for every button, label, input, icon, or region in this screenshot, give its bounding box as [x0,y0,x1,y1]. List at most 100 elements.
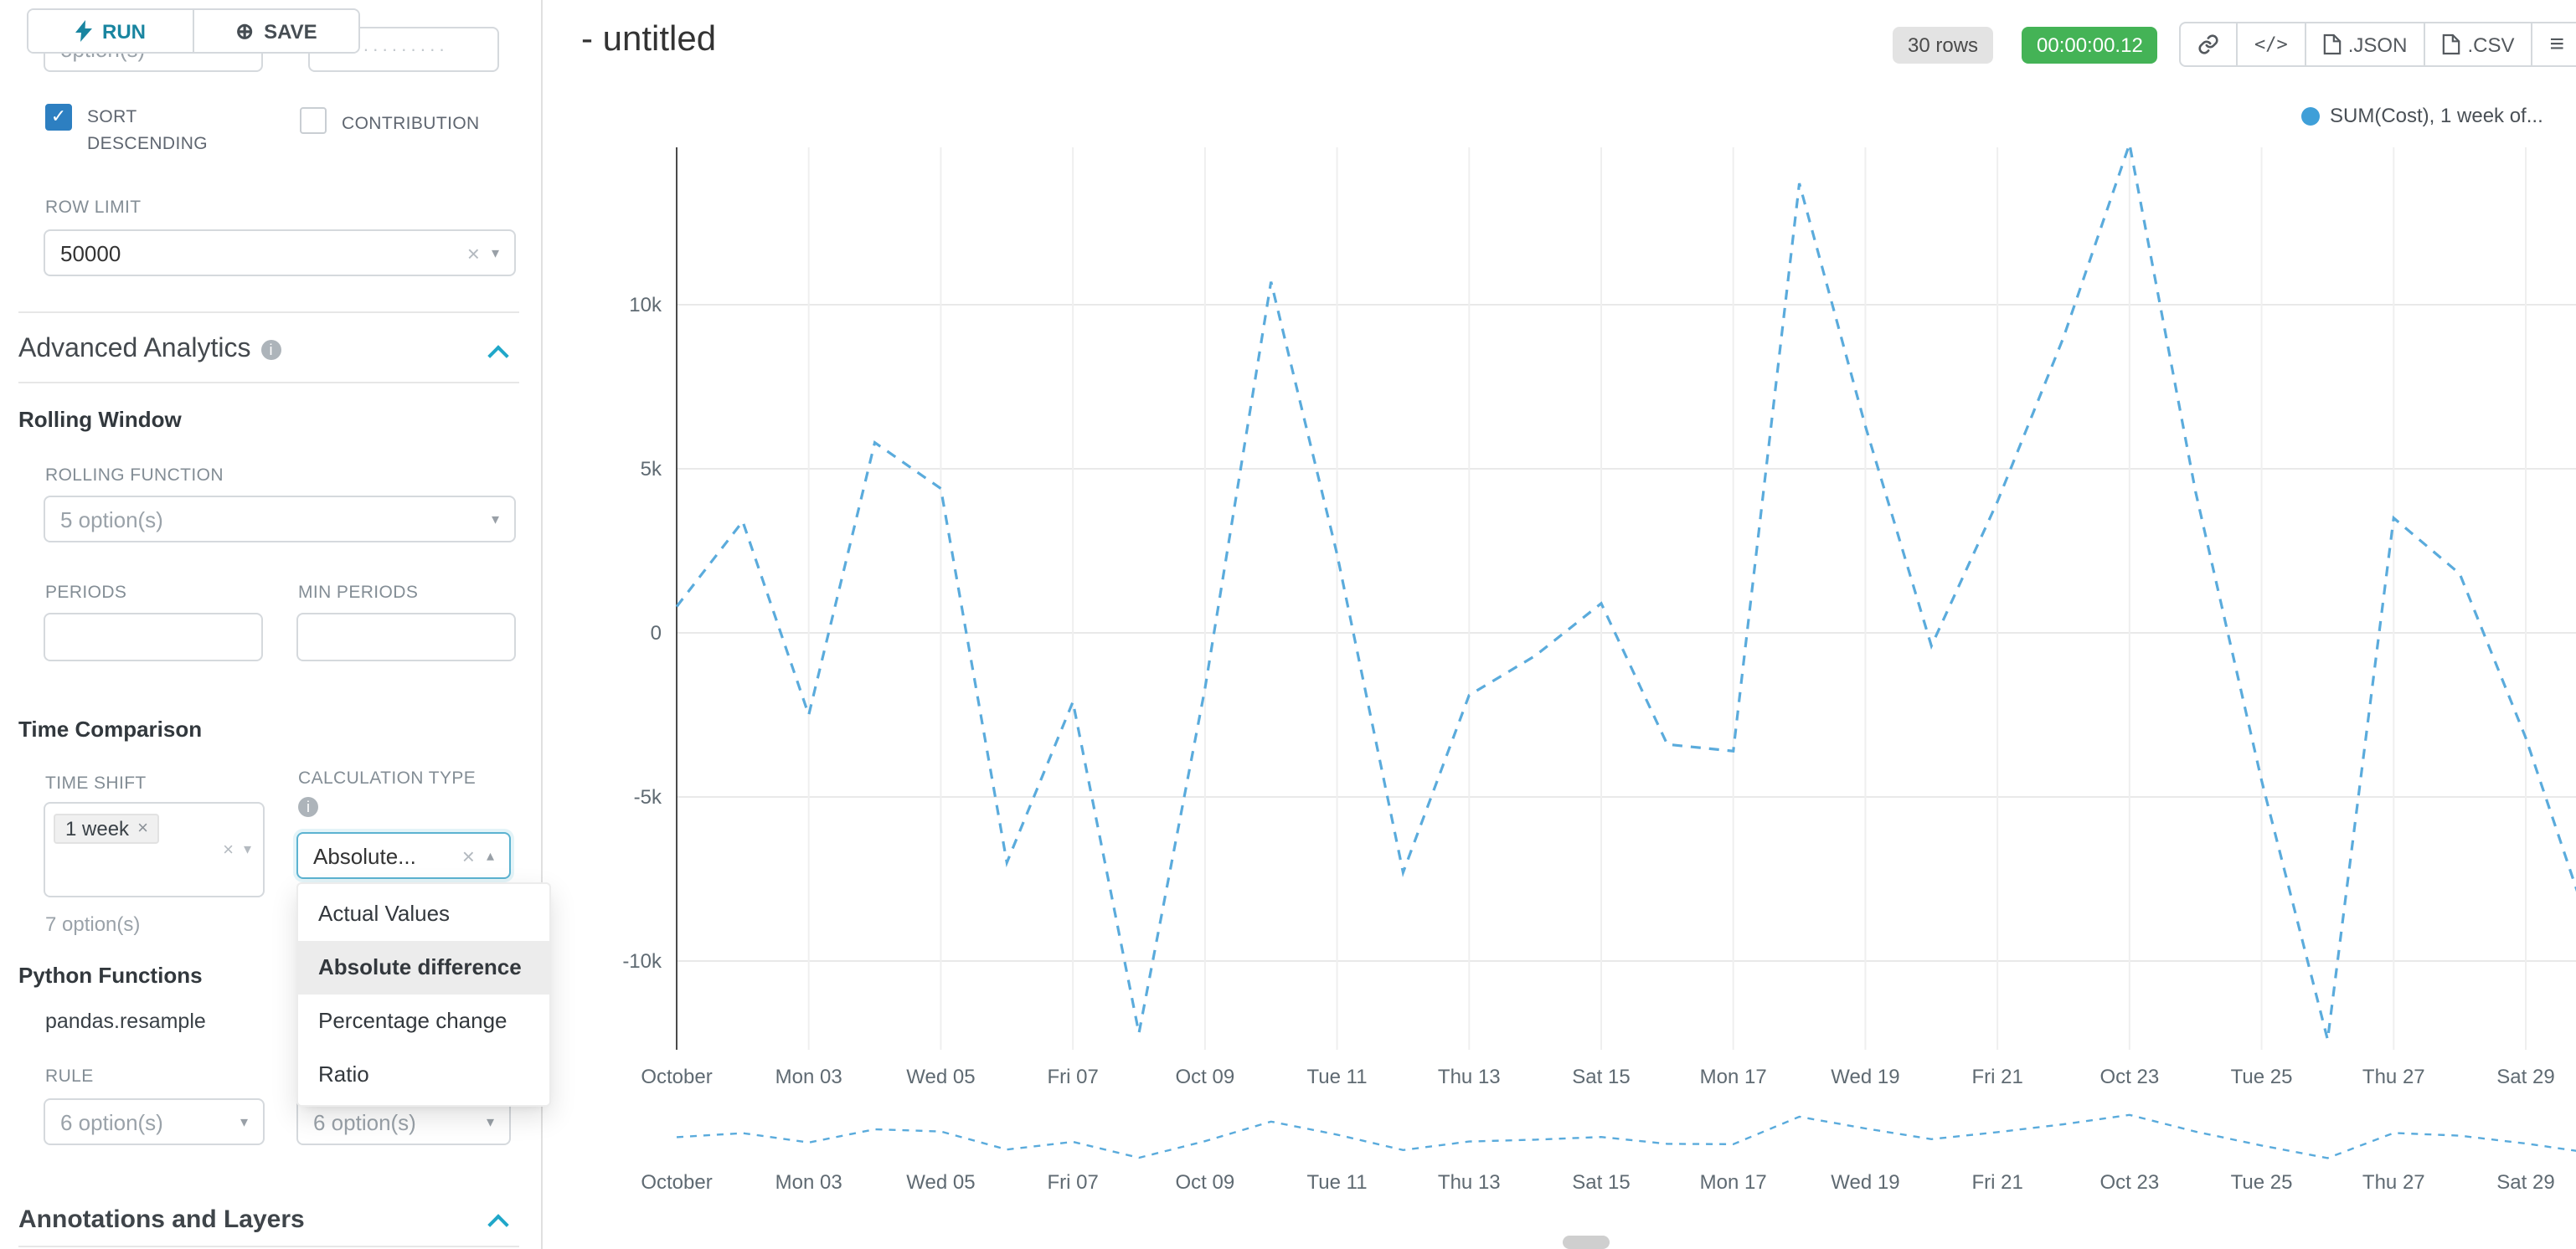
svg-text:Oct 09: Oct 09 [1176,1066,1235,1088]
time-shift-tag: 1 week × [54,814,160,844]
share-link-button[interactable] [2179,22,2238,67]
chevron-down-icon[interactable]: ▾ [491,510,499,527]
advanced-analytics-header[interactable]: Advanced Analytics i [18,335,281,365]
file-icon [2323,33,2342,55]
remove-tag-icon[interactable]: × [137,818,148,838]
periods-input[interactable] [44,613,263,661]
chevron-down-icon[interactable]: ▾ [486,1113,494,1129]
time-shift-label: TIME SHIFT [45,774,147,794]
chevron-down-icon[interactable]: ▾ [243,840,251,857]
mini-chart[interactable]: October Mon 03 Wed 05 Fri 07 Oct 09 Tue 11 Thu… [541,1102,2576,1199]
contribution-label: CONTRIBUTION [342,114,480,134]
export-csv-button[interactable]: .CSV [2424,22,2533,67]
svg-text:Wed 05: Wed 05 [906,1066,975,1088]
lightning-icon [75,20,92,42]
time-shift-tag-label: 1 week [65,817,130,840]
annotations-header[interactable]: Annotations and Layers [18,1205,305,1234]
rule-select-left[interactable]: 6 option(s) ▾ [44,1098,265,1145]
chevron-up-icon[interactable]: ▴ [486,846,494,863]
chevron-down-icon[interactable]: ▾ [240,1113,248,1129]
svg-text:Oct 23: Oct 23 [2100,1171,2160,1194]
rule-placeholder-left: 6 option(s) [60,1109,163,1134]
chevron-down-icon[interactable]: ▾ [491,244,499,260]
menu-option-absolute-difference[interactable]: Absolute difference [298,941,549,995]
legend-dot-icon [2301,106,2320,125]
code-icon: </> [2254,33,2288,55]
svg-text:Thu 13: Thu 13 [1438,1171,1501,1194]
sort-descending-label: SORT DESCENDING [87,107,209,155]
info-icon: i [298,797,318,817]
export-csv-label: .CSV [2467,33,2515,56]
calculation-type-menu: Actual Values Absolute difference Percenta… [296,882,551,1107]
svg-text:October: October [641,1171,712,1194]
collapse-chevron-icon[interactable] [487,1214,509,1236]
rows-badge: 30 rows [1893,27,1994,64]
run-save-toolbar: RUN ⊕ SAVE [27,8,360,54]
svg-text:Fri 07: Fri 07 [1047,1171,1098,1194]
calculation-type-value: Absolute... [313,843,416,868]
menu-option-ratio[interactable]: Ratio [318,1061,369,1087]
svg-text:Tue 11: Tue 11 [1307,1171,1368,1194]
svg-text:Sat 29: Sat 29 [2496,1066,2554,1088]
svg-text:Tue 25: Tue 25 [2231,1171,2293,1194]
menu-option-actual-values[interactable]: Actual Values [318,901,451,926]
more-options-button[interactable]: ≡ [2531,22,2576,67]
chart-legend[interactable]: SUM(Cost), 1 week of... [2301,104,2543,127]
select-icons: × ▾ [223,840,251,860]
divider [18,382,519,383]
embed-code-button[interactable]: </> [2236,22,2306,67]
min-periods-label: MIN PERIODS [298,583,419,603]
collapse-chevron-icon[interactable] [487,345,509,367]
svg-text:Mon 03: Mon 03 [775,1066,842,1088]
row-limit-select[interactable]: 50000 × ▾ [44,229,516,276]
svg-text:Sat 15: Sat 15 [1572,1171,1630,1194]
periods-label: PERIODS [45,583,127,603]
scrollbar-thumb[interactable] [1563,1236,1610,1249]
check-icon: ✓ [50,107,67,127]
run-button[interactable]: RUN [28,10,194,52]
svg-text:Oct 23: Oct 23 [2100,1066,2160,1088]
main-chart: 10k 5k 0 -5k -10k October Mon 03 Wed 05 Fri 07 Oc… [622,139,2576,1088]
run-button-label: RUN [102,19,146,43]
clear-icon[interactable]: × [461,843,475,868]
svg-text:Tue 25: Tue 25 [2231,1066,2293,1088]
svg-text:5k: 5k [641,458,662,481]
rolling-window-title: Rolling Window [18,407,182,432]
export-json-button[interactable]: .JSON [2304,22,2426,67]
sort-descending-checkbox[interactable]: ✓ [45,104,72,131]
svg-text:10k: 10k [629,294,662,316]
info-icon: i [260,340,281,360]
min-periods-input[interactable] [296,613,516,661]
clear-icon[interactable]: × [466,240,480,265]
export-button-group: </> .JSON .CSV ≡ [2179,22,2576,67]
menu-option-percentage-change[interactable]: Percentage change [318,1008,507,1033]
chart-title: - untitled [581,20,717,59]
save-button[interactable]: ⊕ SAVE [194,10,358,52]
calculation-type-select[interactable]: Absolute... × ▴ [296,832,511,879]
clipped-select-right[interactable]: ············· [308,27,499,72]
svg-text:October: October [641,1066,712,1088]
svg-text:Wed 05: Wed 05 [906,1171,975,1194]
svg-text:Thu 27: Thu 27 [2362,1066,2425,1088]
save-button-label: SAVE [264,19,317,43]
rule-placeholder-right: 6 option(s) [313,1109,416,1134]
time-shift-select[interactable]: 1 week × × ▾ [44,802,265,897]
svg-text:0: 0 [651,622,662,645]
svg-text:-5k: -5k [634,786,662,809]
rolling-function-placeholder: 5 option(s) [60,506,163,532]
svg-text:Fri 21: Fri 21 [1971,1171,2022,1194]
svg-text:Fri 21: Fri 21 [1971,1066,2022,1088]
row-limit-label: ROW LIMIT [45,198,142,218]
svg-text:Wed 19: Wed 19 [1831,1066,1899,1088]
control-panel: RUN ⊕ SAVE option(s) ············· ✓ SOR… [0,0,551,1249]
python-function-name: pandas.resample [45,1010,206,1033]
divider [18,1246,519,1247]
contribution-checkbox[interactable] [300,107,327,134]
annotations-title: Annotations and Layers [18,1205,305,1234]
svg-text:-10k: -10k [622,950,662,973]
rolling-function-select[interactable]: 5 option(s) ▾ [44,496,516,542]
hamburger-menu-icon: ≡ [2549,30,2564,59]
calculation-type-label: CALCULATION TYPE [298,768,477,789]
clear-icon[interactable]: × [223,840,234,860]
legend-label: SUM(Cost), 1 week of... [2330,104,2543,127]
